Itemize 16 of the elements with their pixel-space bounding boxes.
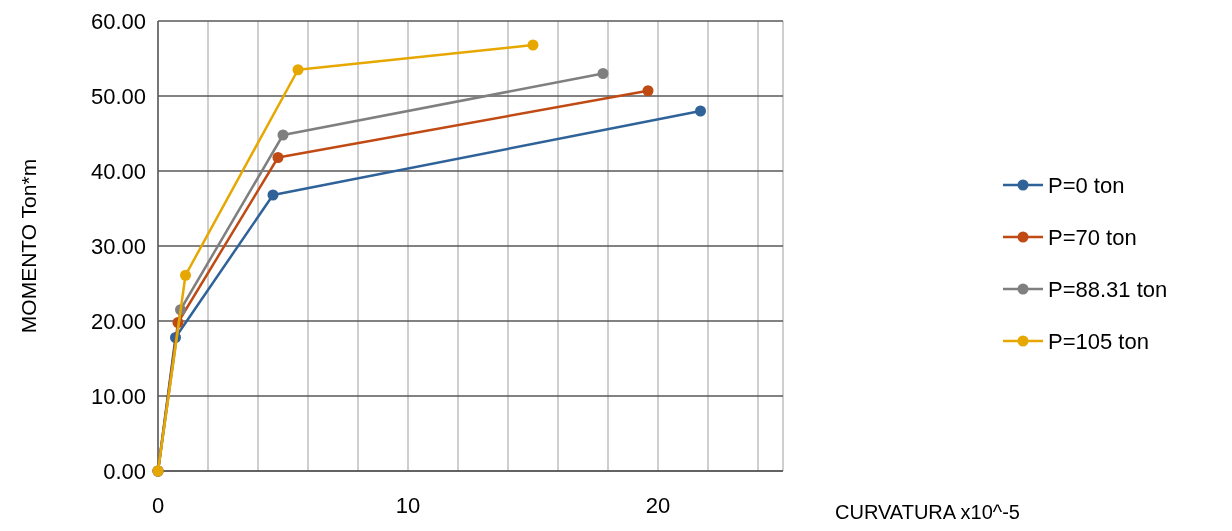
legend-label: P=105 ton (1048, 329, 1149, 354)
x-tick-label: 0 (151, 493, 165, 518)
legend-label: P=70 ton (1048, 225, 1137, 250)
y-tick-label: 60.00 (90, 9, 146, 34)
y-tick-label: 0.00 (103, 459, 146, 484)
x-tick-label: 10 (395, 493, 421, 518)
y-tick-label: 50.00 (90, 84, 146, 109)
y-tick-label: 20.00 (90, 309, 146, 334)
y-tick-label: 30.00 (90, 234, 146, 259)
legend-label: P=0 ton (1048, 173, 1125, 198)
y-tick-label: 10.00 (90, 384, 146, 409)
x-tick-label: 20 (645, 493, 671, 518)
y-tick-label: 40.00 (90, 159, 146, 184)
x-axis-title: CURVATURA x10^-5 (835, 501, 1020, 523)
y-axis-title: MOMENTO Ton*m (17, 158, 40, 334)
legend-label: P=88.31 ton (1048, 277, 1168, 302)
